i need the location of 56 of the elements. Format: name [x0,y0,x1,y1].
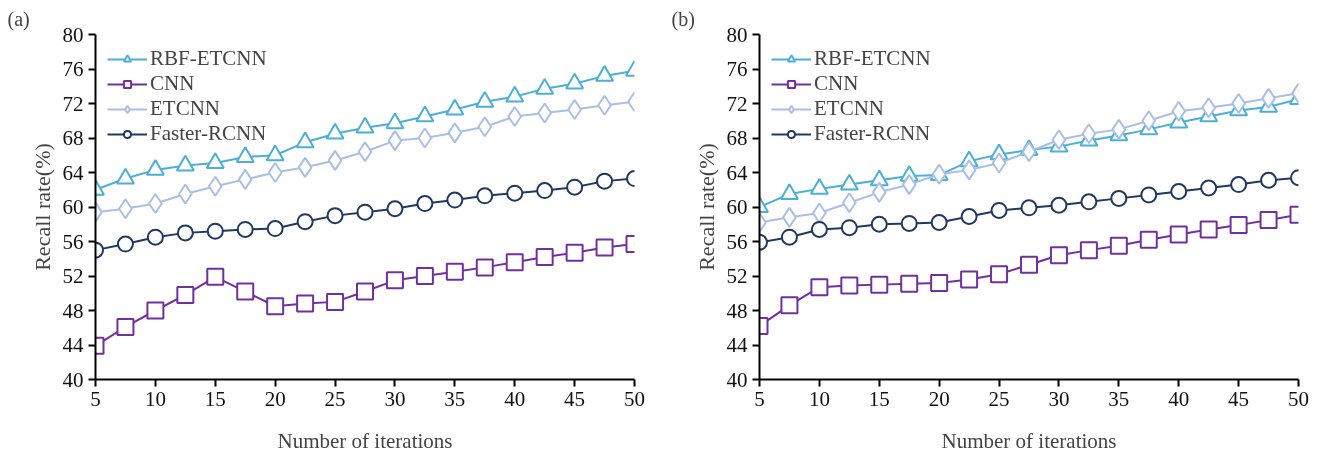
legend-label: ETCNN [814,96,884,121]
x-tick-label: 5 [754,386,765,411]
x-tick-label: 15 [204,386,226,411]
x-tick-label: 5 [90,386,101,411]
x-tick-label: 15 [868,386,890,411]
x-tick-label: 25 [988,386,1010,411]
x-tick-label: 30 [384,386,406,411]
x-tick-label: 50 [624,386,645,411]
y-tick-label: 68 [62,126,84,150]
x-tick-label: 40 [1168,386,1190,411]
y-tick-label: 56 [62,229,84,254]
y-tick-label: 72 [62,91,84,116]
x-axis-title: Number of iterations [941,428,1117,453]
legend-label: RBF-ETCNN [814,46,931,71]
y-tick-label: 48 [726,298,748,323]
y-tick-label: 72 [726,91,748,116]
y-tick-label: 56 [726,229,748,254]
y-tick-label: 44 [726,333,748,357]
y-tick-label: 60 [62,195,84,219]
y-tick-label: 80 [726,22,748,47]
x-tick-label: 45 [1228,386,1250,411]
x-tick-label: 35 [1108,386,1130,411]
x-tick-label: 30 [1048,386,1070,411]
y-tick-label: 80 [62,22,84,47]
y-tick-label: 48 [62,298,84,323]
text: (a) [7,7,30,31]
y-tick-label: 76 [726,57,748,81]
y-tick-label: 44 [62,333,84,357]
x-tick-label: 35 [444,386,466,411]
x-tick-label: 50 [1288,386,1309,411]
y-tick-label: 40 [62,367,84,392]
x-tick-label: 20 [264,386,286,411]
x-tick-label: 10 [808,386,830,411]
y-tick-label: 68 [726,126,748,150]
y-tick-label: 76 [62,57,84,81]
x-tick-label: 10 [144,386,166,411]
x-tick-label: 25 [324,386,346,411]
legend-label: RBF-ETCNN [150,46,267,71]
x-tick-label: 45 [564,386,586,411]
text: (b) [671,7,695,31]
legend-label: Faster-RCNN [814,121,931,146]
y-axis-title: Recall rate(%) [693,143,719,271]
legend-label: Faster-RCNN [150,121,267,146]
y-tick-label: 40 [726,367,748,392]
legend-label: ETCNN [150,96,220,121]
y-tick-label: 52 [62,264,84,288]
y-tick-label: 64 [62,160,84,185]
x-tick-label: 20 [928,386,950,411]
y-tick-label: 60 [726,195,748,219]
legend-label: CNN [814,71,859,96]
y-tick-label: 52 [726,264,748,288]
x-tick-label: 40 [504,386,526,411]
x-axis-title: Number of iterations [277,428,453,453]
y-tick-label: 64 [726,160,748,185]
legend-label: CNN [150,71,195,96]
y-axis-title: Recall rate(%) [29,143,55,271]
